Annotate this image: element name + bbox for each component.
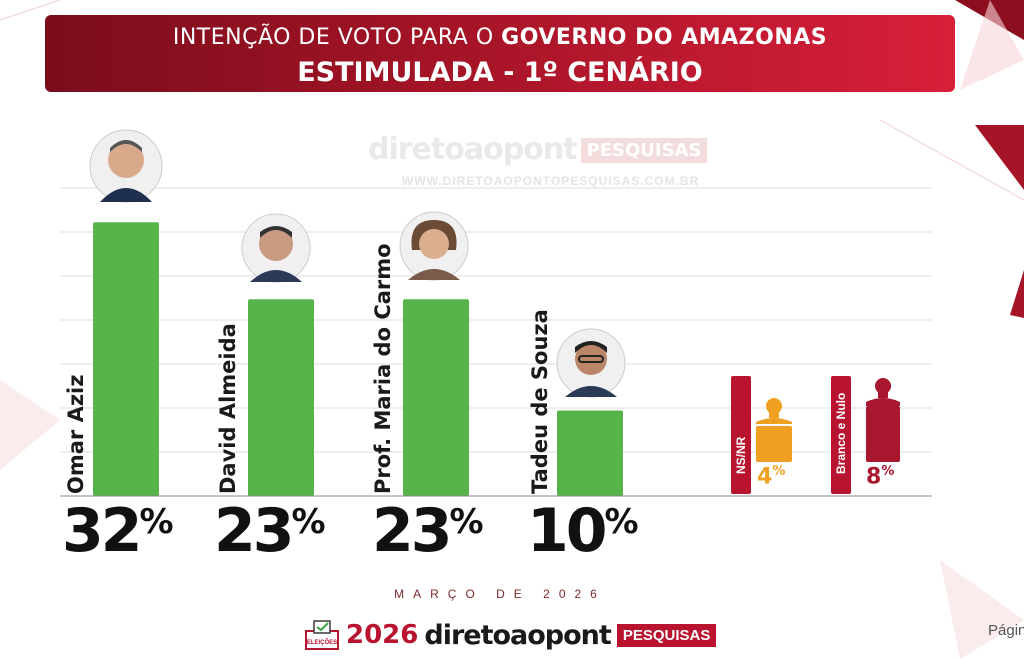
bars bbox=[93, 222, 623, 496]
value-number: 32 bbox=[62, 496, 142, 566]
bar-label-david-almeida: David Almeida bbox=[216, 323, 240, 494]
candidate-photo-omar-aziz bbox=[89, 129, 163, 203]
nsnr-value: 4% bbox=[757, 464, 785, 489]
watermark-brand: diretoaopont bbox=[368, 132, 577, 167]
footer-logo: ELEIÇÕES 2026 diretoaopont PESQUISAS bbox=[304, 617, 717, 653]
bar-david-almeida bbox=[248, 299, 314, 496]
value-unit: % bbox=[291, 502, 326, 542]
nsnr-number: 4 bbox=[757, 464, 773, 490]
value-label-david-almeida: 23% bbox=[214, 496, 326, 566]
value-number: 23 bbox=[214, 496, 294, 566]
branco-nulo-unit: % bbox=[881, 464, 895, 479]
value-unit: % bbox=[604, 502, 639, 542]
value-label-maria-do-carmo: 23% bbox=[372, 496, 484, 566]
value-label-omar-aziz: 32% bbox=[62, 496, 174, 566]
watermark-tag: PESQUISAS bbox=[580, 138, 708, 163]
survey-date: MARÇO DE 2026 bbox=[394, 587, 606, 601]
page-label: Págin bbox=[988, 622, 1024, 639]
chart-title-banner: INTENÇÃO DE VOTO PARA O GOVERNO DO AMAZO… bbox=[45, 15, 955, 92]
value-unit: % bbox=[139, 502, 174, 542]
candidate-photo-tadeu-de-souza bbox=[556, 328, 626, 398]
nsnr-person-icon bbox=[756, 398, 792, 462]
badge-text: ELEIÇÕES bbox=[307, 639, 337, 646]
candidate-photo-david-almeida bbox=[241, 213, 311, 283]
branco-nulo-value: 8% bbox=[866, 464, 894, 489]
title-bold: GOVERNO DO AMAZONAS bbox=[501, 25, 828, 50]
candidate-photo-maria-do-carmo bbox=[399, 211, 469, 281]
footer-year: 2026 bbox=[346, 620, 419, 650]
value-number: 23 bbox=[372, 496, 452, 566]
footer-brand: diretoaopont bbox=[424, 619, 611, 651]
bar-label-tadeu-de-souza: Tadeu de Souza bbox=[528, 309, 552, 494]
nsnr-label-box: NS/NR bbox=[731, 376, 751, 494]
footer-tag: PESQUISAS bbox=[616, 623, 717, 647]
branco-nulo-number: 8 bbox=[866, 464, 882, 490]
bar-label-maria-do-carmo: Prof. Maria do Carmo bbox=[371, 243, 395, 494]
ballot-box-icon: ELEIÇÕES bbox=[305, 620, 339, 650]
nsnr-label: NS/NR bbox=[734, 436, 748, 474]
chart-title: INTENÇÃO DE VOTO PARA O GOVERNO DO AMAZO… bbox=[45, 25, 955, 50]
nsnr-unit: % bbox=[772, 464, 786, 479]
value-number: 10 bbox=[527, 496, 607, 566]
bar-prof-maria-do-carmo bbox=[403, 299, 469, 496]
bar-tadeu-de-souza bbox=[557, 410, 623, 496]
branco-nulo-label-box: Branco e Nulo bbox=[831, 376, 851, 494]
branco-nulo-person-icon bbox=[866, 378, 900, 462]
title-prefix: INTENÇÃO DE VOTO PARA O bbox=[172, 25, 494, 50]
bar-omar-aziz bbox=[93, 222, 159, 496]
gridlines bbox=[60, 187, 932, 497]
value-label-tadeu-de-souza: 10% bbox=[527, 496, 639, 566]
watermark-logo: diretoaopont PESQUISAS bbox=[368, 132, 708, 167]
value-unit: % bbox=[449, 502, 484, 542]
branco-nulo-label: Branco e Nulo bbox=[834, 392, 848, 474]
bar-label-omar-aziz: Omar Aziz bbox=[64, 374, 88, 494]
watermark-url: WWW.DIRETOAOPONTOPESQUISAS.COM.BR bbox=[402, 174, 700, 188]
chart-subtitle: ESTIMULADA - 1º CENÁRIO bbox=[297, 57, 703, 88]
